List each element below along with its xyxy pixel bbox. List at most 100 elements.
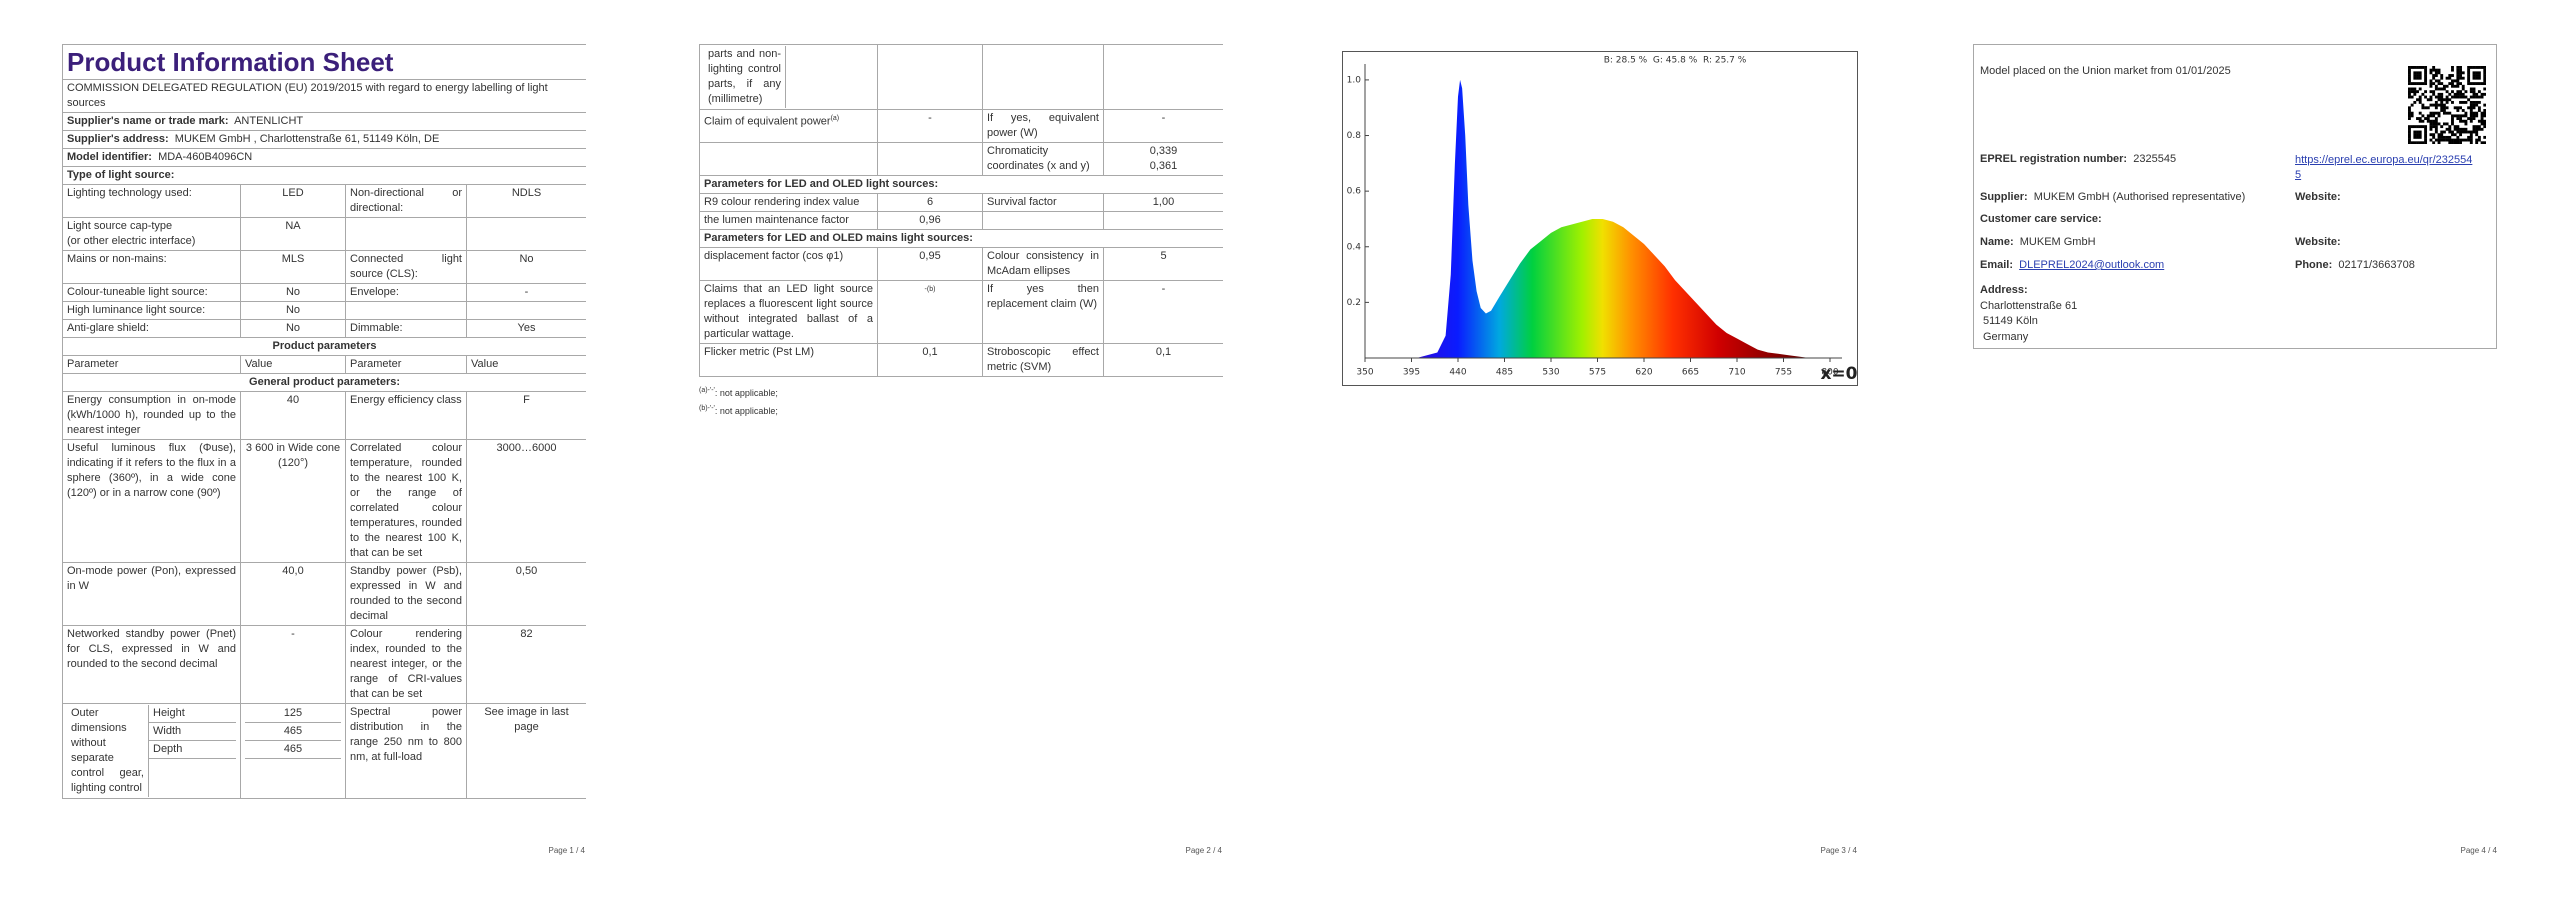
chart-annotation: B: 28.5 % G: 45.8 % R: 25.7 % xyxy=(1604,56,1747,66)
cell-text: MLS xyxy=(281,253,305,265)
qr-module xyxy=(2456,138,2460,142)
qr-module xyxy=(2442,135,2446,139)
qr-module xyxy=(2472,76,2476,80)
info-cell: Model identifier: MDA-460B4096CN xyxy=(62,148,586,167)
eprel-link[interactable]: https://eprel.ec.europa.eu/qr/2325545 xyxy=(2295,154,2473,181)
qr-module xyxy=(2437,138,2441,142)
value-cell: MLS xyxy=(240,250,346,284)
qr-module xyxy=(2416,76,2419,80)
qr-module xyxy=(2410,95,2414,99)
value-cell xyxy=(877,142,983,176)
qr-module xyxy=(2437,79,2441,83)
qr-module xyxy=(2440,92,2444,96)
value-cell: 0,96 xyxy=(877,211,983,230)
qr-module xyxy=(2467,138,2471,142)
cell-text: Claims that an LED light source replaces… xyxy=(704,283,873,340)
qr-module xyxy=(2469,130,2473,134)
split-cell: Outer dimensions without separate contro… xyxy=(67,705,236,797)
qr-module xyxy=(2408,92,2411,96)
qr-module xyxy=(2416,125,2419,129)
qr-module xyxy=(2437,122,2441,126)
qr-module xyxy=(2464,127,2468,131)
cell-text: 3000…6000 xyxy=(496,442,557,454)
param-cell xyxy=(345,301,467,320)
cell-text: On-mode power (Pon), expressed in W xyxy=(67,565,236,592)
value-cell: 82 xyxy=(465,625,586,704)
qr-module xyxy=(2467,68,2471,72)
cell-text: Claim of equivalent power xyxy=(704,115,831,128)
param-cell: Light source cap-type (or other electric … xyxy=(62,217,241,251)
qr-module xyxy=(2483,122,2486,126)
qr-module xyxy=(2459,130,2462,134)
param-cell: Claim of equivalent power(a) xyxy=(699,109,878,143)
qr-module xyxy=(2418,74,2422,77)
cell-text: 40 xyxy=(286,394,300,406)
qr-module xyxy=(2472,82,2476,86)
table-row: Type of light source: xyxy=(62,166,586,185)
qr-module xyxy=(2459,90,2462,94)
qr-module xyxy=(2451,114,2454,118)
qr-module xyxy=(2477,138,2481,142)
value-cell: - xyxy=(1103,280,1223,344)
qr-module xyxy=(2434,106,2438,110)
qr-module xyxy=(2475,66,2479,69)
qr-module xyxy=(2408,66,2411,69)
qr-module xyxy=(2408,74,2411,77)
qr-module xyxy=(2453,79,2457,83)
qr-module xyxy=(2426,117,2430,120)
qr-module xyxy=(2480,117,2484,120)
cell-text: - xyxy=(1161,283,1166,295)
qr-module xyxy=(2483,141,2486,144)
qr-module xyxy=(2461,119,2465,123)
qr-module xyxy=(2416,141,2419,144)
email[interactable]: DLEPREL2024@outlook.com xyxy=(2019,259,2165,271)
qr-module xyxy=(2408,79,2411,83)
info-value: MUKEM GmbH , Charlottenstraße 61, 51149 … xyxy=(174,133,440,145)
param-cell: Outer dimensions without separate contro… xyxy=(62,703,241,799)
table-row: R9 colour rendering index value 6 Survival… xyxy=(699,193,1223,212)
value-cell: NA xyxy=(240,217,346,251)
qr-module xyxy=(2440,82,2444,86)
param-cell: Energy consumption in on-mode (kWh/1000 … xyxy=(62,391,241,440)
qr-module xyxy=(2477,119,2481,123)
value: 2325545 xyxy=(2133,153,2177,165)
qr-module xyxy=(2437,68,2441,72)
cell-text: 40,0 xyxy=(282,565,304,577)
qr-module xyxy=(2408,82,2411,86)
qr-module xyxy=(2483,71,2486,75)
qr-module xyxy=(2445,76,2449,80)
qr-module xyxy=(2434,138,2438,142)
qr-module xyxy=(2456,82,2460,86)
qr-module xyxy=(2442,109,2446,112)
qr-module xyxy=(2459,66,2462,69)
cell-text: Connected light source (CLS): xyxy=(350,253,462,280)
qr-module xyxy=(2448,76,2452,80)
address-line: 51149 Köln xyxy=(1983,315,2038,327)
param-cell: High luminance light source: xyxy=(62,301,241,320)
qr-module xyxy=(2424,66,2428,69)
qr-module xyxy=(2442,98,2446,102)
qr-module xyxy=(2451,122,2454,126)
qr-module xyxy=(2464,90,2468,94)
info-label: Model identifier: xyxy=(67,151,152,163)
qr-module xyxy=(2429,103,2433,107)
qr-module xyxy=(2480,119,2484,123)
qr-module xyxy=(2445,138,2449,142)
qr-module xyxy=(2477,100,2481,104)
cell-text: 6 xyxy=(926,196,934,208)
cell-text: Dimmable: xyxy=(350,322,403,334)
cell-text: NA xyxy=(285,220,301,232)
qr-module xyxy=(2434,122,2438,126)
qr-module xyxy=(2437,71,2441,75)
cell-text: Flicker metric (Pst LM) xyxy=(704,346,814,358)
param-cell: Energy efficiency class xyxy=(345,391,467,440)
param-cell: Networked standby power (Pnet) for CLS, … xyxy=(62,625,241,704)
label: Supplier: xyxy=(1980,191,2028,203)
qr-module xyxy=(2461,109,2465,112)
y-tick-label: 0.2 xyxy=(1347,298,1361,308)
qr-module xyxy=(2440,103,2444,107)
value-cell: Value xyxy=(465,355,586,374)
qr-module xyxy=(2434,111,2438,115)
qr-module xyxy=(2437,82,2441,86)
qr-module xyxy=(2437,103,2441,107)
